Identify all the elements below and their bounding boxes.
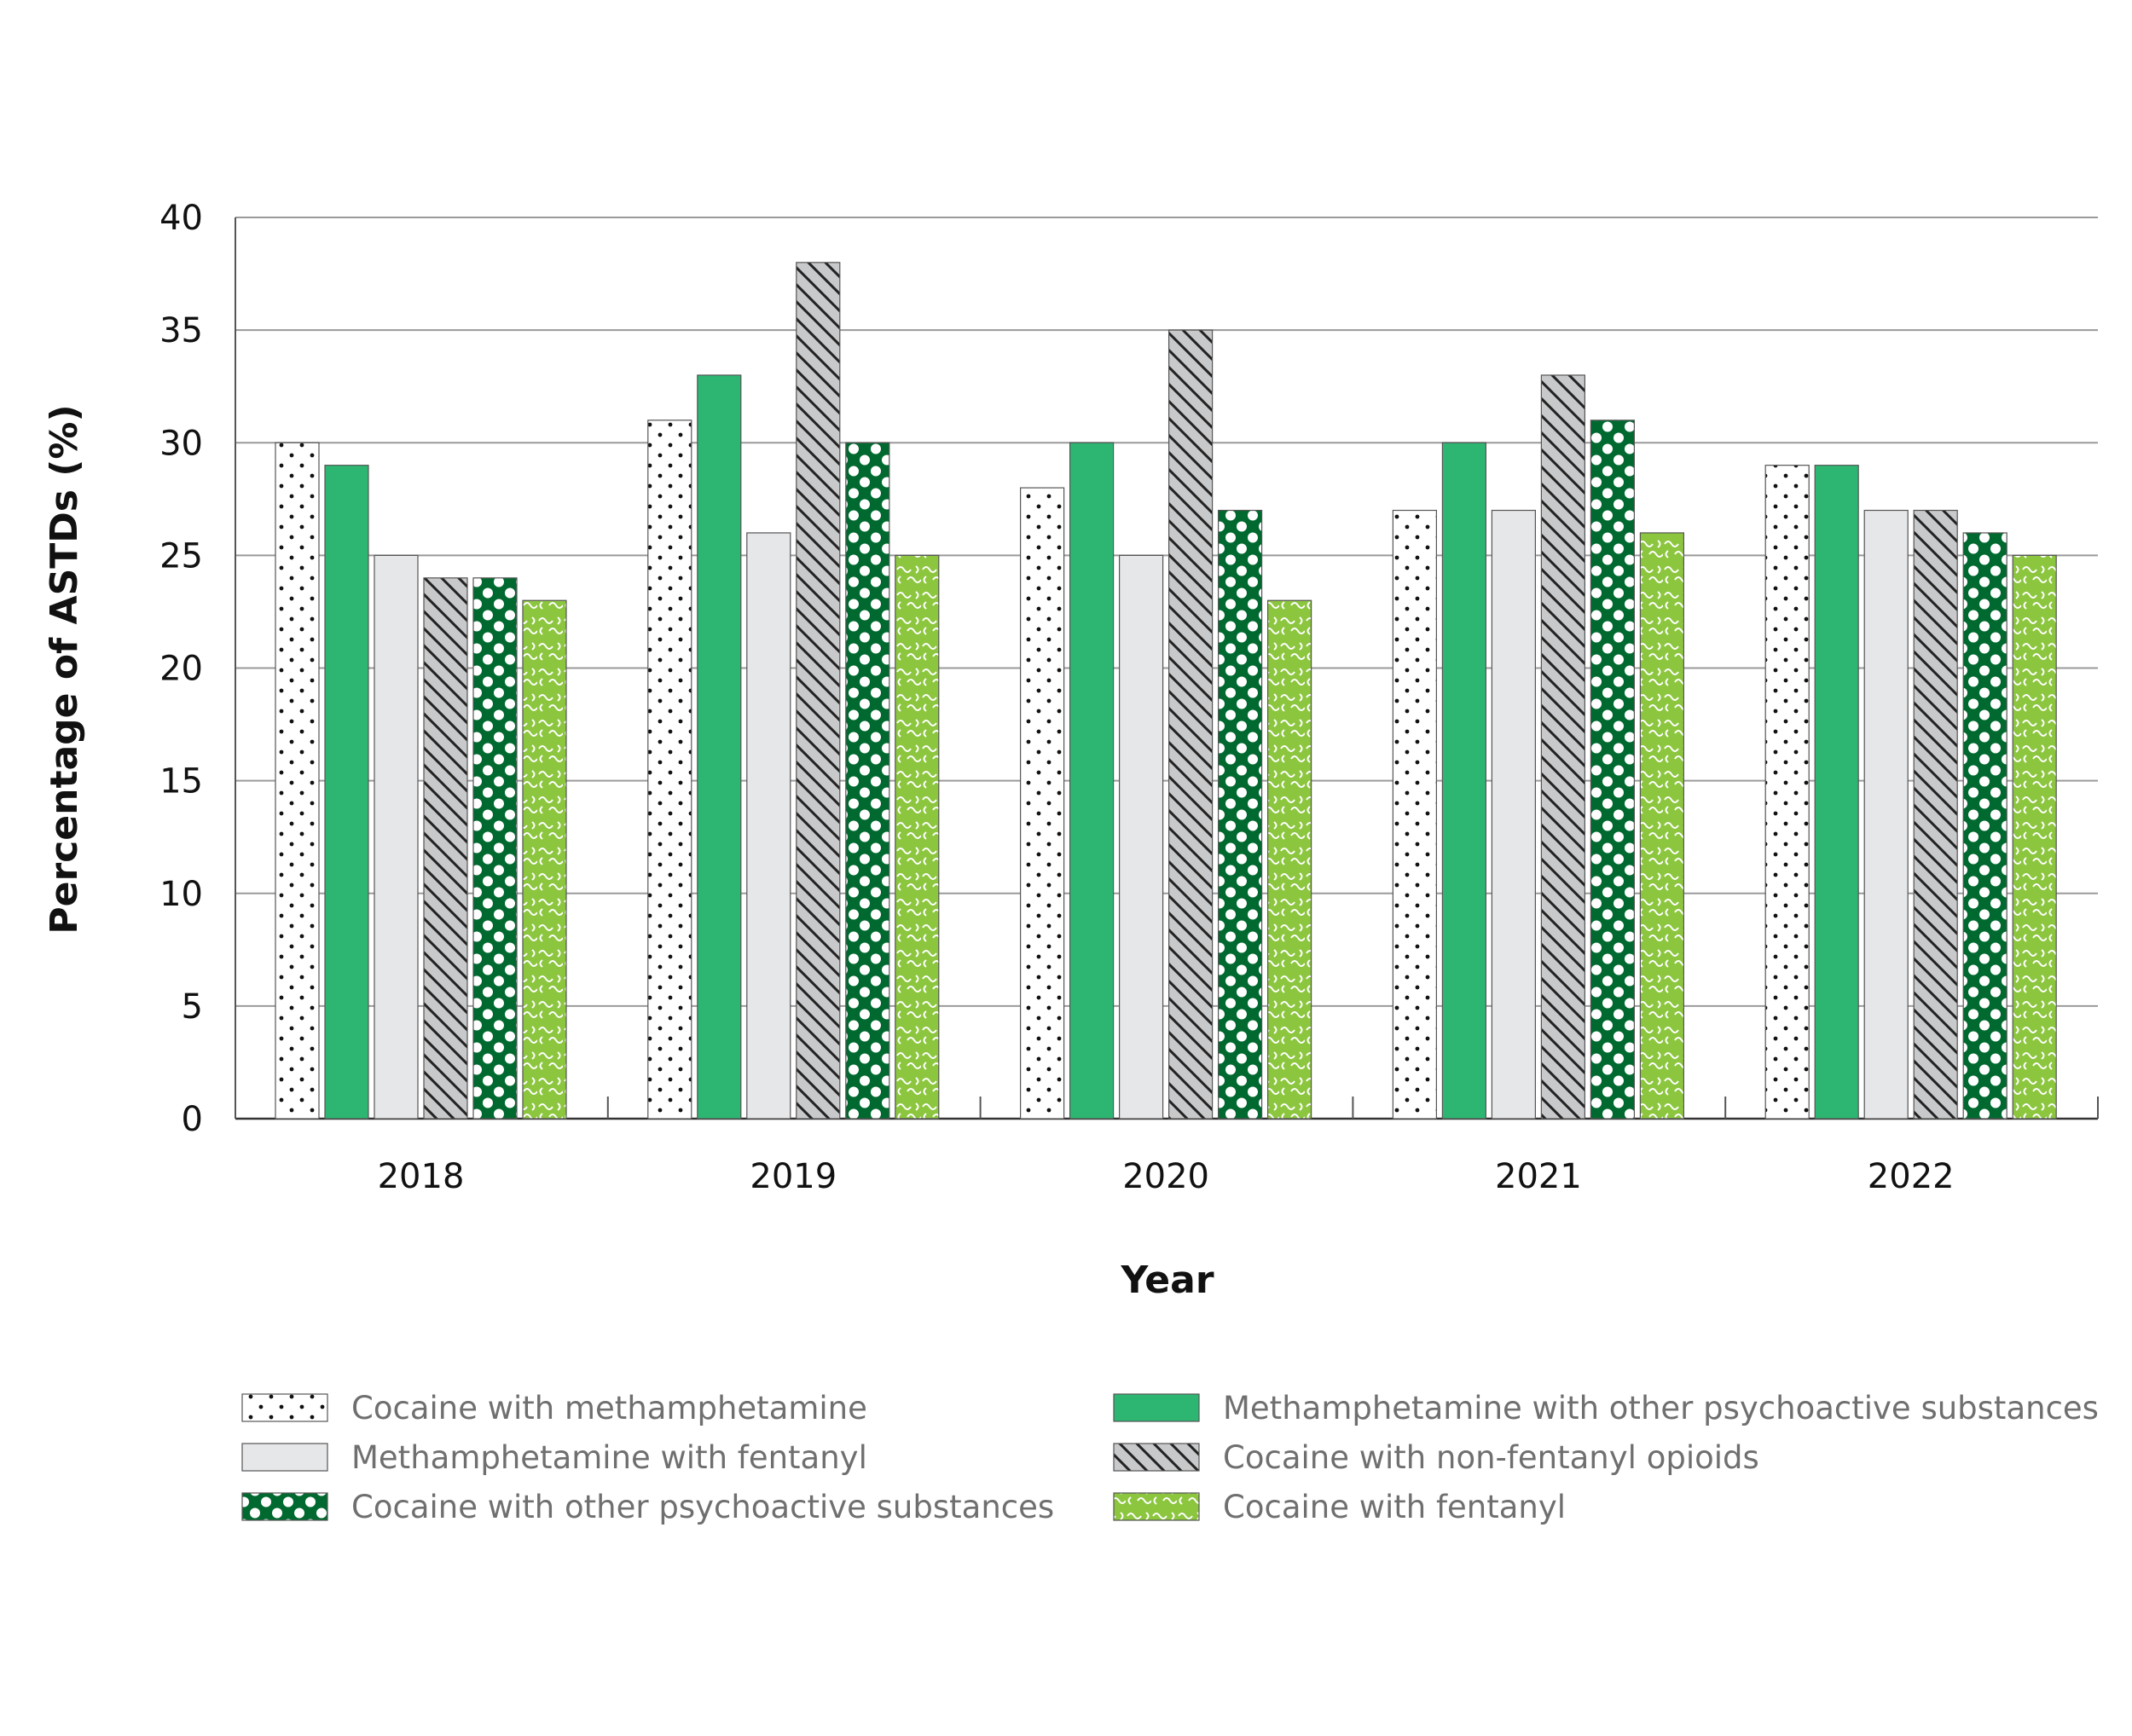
y-axis-ticks: 0 5 10 15 20 25 30 35 40	[159, 199, 203, 1139]
legend-swatch	[241, 1443, 328, 1472]
legend-label: Cocaine with non-fentanyl opioids	[1223, 1439, 1759, 1476]
legend-swatch	[1113, 1443, 1200, 1472]
bar-cocaine-with-methamphetamine-2019	[647, 420, 692, 1120]
legend: Cocaine with methamphetamine Methamphetam…	[241, 1390, 2099, 1525]
bar-methamphetamine-with-other-psychoactive-substances-2022	[1814, 465, 1859, 1120]
x-tick-label: 2018	[378, 1157, 465, 1196]
y-axis-title: Percentage of ASTDs (%)	[43, 404, 86, 934]
bar-cocaine-with-methamphetamine-2020	[1019, 487, 1065, 1120]
bar-methamphetamine-with-other-psychoactive-substances-2018	[324, 465, 369, 1120]
bar-cocaine-with-other-psychoactive-substances-2021	[1590, 420, 1636, 1120]
bar-cocaine-with-methamphetamine-2021	[1392, 509, 1438, 1120]
legend-swatch	[241, 1492, 328, 1521]
x-tick-label: 2022	[1868, 1157, 1955, 1196]
y-tick-label: 10	[159, 875, 203, 914]
legend-label: Methamphetamine with other psychoactive …	[1223, 1390, 2099, 1426]
x-tick-label: 2021	[1495, 1157, 1582, 1196]
legend-swatch	[1113, 1393, 1200, 1422]
bar-methamphetamine-with-fentanyl-2021	[1491, 509, 1537, 1120]
legend-label: Cocaine with other psychoactive substanc…	[351, 1489, 1054, 1525]
x-axis-title: Year	[1120, 1259, 1214, 1302]
legend-label: Methamphetamine with fentanyl	[351, 1439, 867, 1476]
bar-cocaine-with-other-psychoactive-substances-2022	[1962, 532, 2007, 1120]
y-tick-label: 25	[159, 536, 203, 576]
bar-cocaine-with-non-fentanyl-opioids-2020	[1167, 329, 1214, 1120]
bar-cocaine-with-fentanyl-2021	[1639, 532, 1685, 1120]
bar-cocaine-with-fentanyl-2020	[1266, 599, 1312, 1120]
x-axis-ticks: 2018 2019 2020 2021 2022	[378, 1097, 2099, 1196]
bar-cocaine-with-fentanyl-2022	[2012, 554, 2057, 1120]
bar-methamphetamine-with-other-psychoactive-substances-2021	[1441, 442, 1487, 1120]
bar-methamphetamine-with-fentanyl-2018	[374, 554, 419, 1120]
legend-label: Cocaine with methamphetamine	[351, 1390, 867, 1426]
legend-swatch	[1113, 1492, 1200, 1521]
legend-label: Cocaine with fentanyl	[1223, 1489, 1566, 1525]
legend-swatch	[241, 1393, 328, 1422]
bar-methamphetamine-with-other-psychoactive-substances-2020	[1069, 442, 1115, 1120]
bar-cocaine-with-non-fentanyl-opioids-2018	[423, 577, 468, 1120]
y-tick-label: 20	[159, 650, 203, 689]
y-tick-label: 35	[159, 311, 203, 350]
bar-cocaine-with-non-fentanyl-opioids-2022	[1913, 509, 1958, 1120]
bar-methamphetamine-with-fentanyl-2022	[1863, 509, 1909, 1120]
x-tick-label: 2019	[750, 1157, 837, 1196]
bar-cocaine-with-non-fentanyl-opioids-2021	[1540, 374, 1586, 1120]
bar-cocaine-with-other-psychoactive-substances-2019	[845, 442, 890, 1120]
bars	[275, 262, 2057, 1120]
bar-methamphetamine-with-fentanyl-2019	[746, 532, 791, 1120]
bar-cocaine-with-fentanyl-2019	[895, 554, 940, 1120]
bar-cocaine-with-non-fentanyl-opioids-2019	[796, 262, 841, 1120]
y-tick-label: 15	[159, 762, 203, 801]
y-tick-label: 30	[159, 424, 203, 463]
bar-methamphetamine-with-fentanyl-2020	[1118, 554, 1164, 1120]
bar-cocaine-with-methamphetamine-2022	[1764, 465, 1810, 1120]
y-tick-label: 40	[159, 199, 203, 238]
y-tick-label: 5	[182, 987, 203, 1027]
bar-cocaine-with-other-psychoactive-substances-2018	[472, 577, 518, 1120]
x-tick-label: 2020	[1122, 1157, 1209, 1196]
y-tick-label: 0	[182, 1100, 203, 1139]
bar-cocaine-with-other-psychoactive-substances-2020	[1217, 509, 1263, 1120]
bar-cocaine-with-methamphetamine-2018	[275, 442, 320, 1120]
bar-methamphetamine-with-other-psychoactive-substances-2019	[697, 374, 742, 1120]
bar-cocaine-with-fentanyl-2018	[522, 599, 567, 1120]
